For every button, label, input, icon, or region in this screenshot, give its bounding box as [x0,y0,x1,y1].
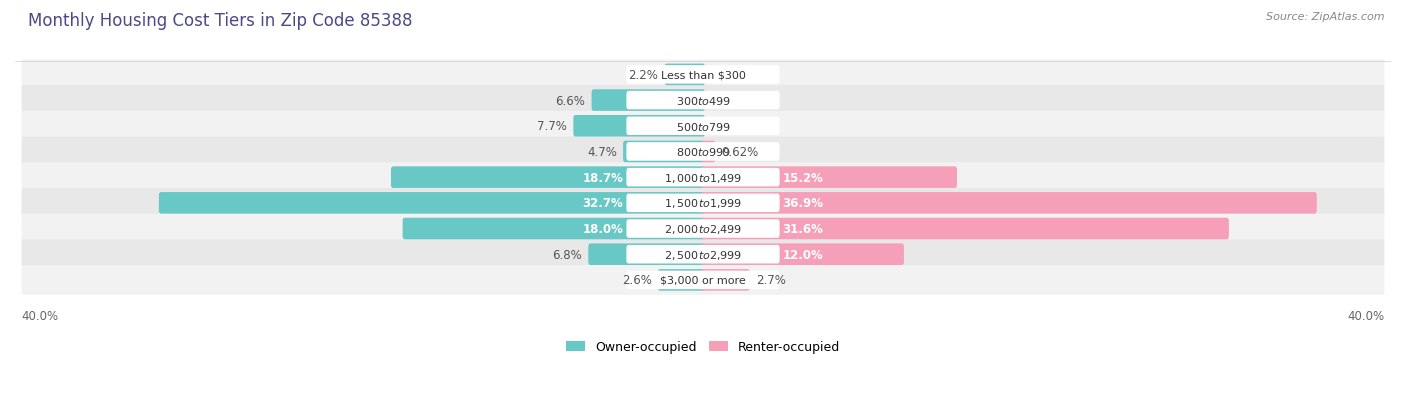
FancyBboxPatch shape [21,214,1385,244]
Text: 2.7%: 2.7% [756,274,786,287]
FancyBboxPatch shape [665,64,704,86]
FancyBboxPatch shape [21,188,1385,218]
Text: $2,000 to $2,499: $2,000 to $2,499 [664,223,742,235]
FancyBboxPatch shape [574,116,704,137]
Text: $300 to $499: $300 to $499 [675,95,731,107]
Text: 6.8%: 6.8% [553,248,582,261]
FancyBboxPatch shape [21,266,1385,295]
FancyBboxPatch shape [402,218,704,240]
FancyBboxPatch shape [627,271,779,290]
Text: 31.6%: 31.6% [783,223,824,235]
Text: 18.7%: 18.7% [582,171,623,184]
FancyBboxPatch shape [159,192,704,214]
Text: 36.9%: 36.9% [783,197,824,210]
Text: 7.7%: 7.7% [537,120,567,133]
FancyBboxPatch shape [21,240,1385,269]
FancyBboxPatch shape [627,117,779,136]
Legend: Owner-occupied, Renter-occupied: Owner-occupied, Renter-occupied [561,336,845,358]
Text: $500 to $799: $500 to $799 [675,121,731,133]
Text: 2.2%: 2.2% [628,69,658,82]
FancyBboxPatch shape [21,60,1385,90]
FancyBboxPatch shape [627,169,779,187]
Text: $3,000 or more: $3,000 or more [661,275,745,285]
FancyBboxPatch shape [702,269,749,291]
FancyBboxPatch shape [592,90,704,112]
FancyBboxPatch shape [21,86,1385,116]
FancyBboxPatch shape [658,269,704,291]
FancyBboxPatch shape [702,218,1229,240]
Text: 12.0%: 12.0% [783,248,824,261]
FancyBboxPatch shape [627,143,779,161]
Text: 32.7%: 32.7% [582,197,623,210]
FancyBboxPatch shape [21,112,1385,141]
Text: 15.2%: 15.2% [783,171,824,184]
Text: 2.6%: 2.6% [621,274,651,287]
Text: $2,500 to $2,999: $2,500 to $2,999 [664,248,742,261]
Text: Less than $300: Less than $300 [661,70,745,80]
FancyBboxPatch shape [21,163,1385,192]
FancyBboxPatch shape [623,141,704,163]
Text: $1,000 to $1,499: $1,000 to $1,499 [664,171,742,184]
FancyBboxPatch shape [627,220,779,238]
Text: Monthly Housing Cost Tiers in Zip Code 85388: Monthly Housing Cost Tiers in Zip Code 8… [28,12,412,30]
FancyBboxPatch shape [627,245,779,264]
Text: 0.62%: 0.62% [721,146,759,159]
FancyBboxPatch shape [588,244,704,266]
Text: 18.0%: 18.0% [582,223,623,235]
FancyBboxPatch shape [627,66,779,84]
Text: $1,500 to $1,999: $1,500 to $1,999 [664,197,742,210]
FancyBboxPatch shape [702,141,716,163]
FancyBboxPatch shape [391,167,704,188]
FancyBboxPatch shape [702,167,957,188]
FancyBboxPatch shape [21,137,1385,167]
FancyBboxPatch shape [627,194,779,213]
Text: 6.6%: 6.6% [555,94,585,107]
Text: $800 to $999: $800 to $999 [675,146,731,158]
FancyBboxPatch shape [702,244,904,266]
FancyBboxPatch shape [702,192,1317,214]
FancyBboxPatch shape [627,92,779,110]
Text: Source: ZipAtlas.com: Source: ZipAtlas.com [1267,12,1385,22]
Text: 4.7%: 4.7% [586,146,617,159]
